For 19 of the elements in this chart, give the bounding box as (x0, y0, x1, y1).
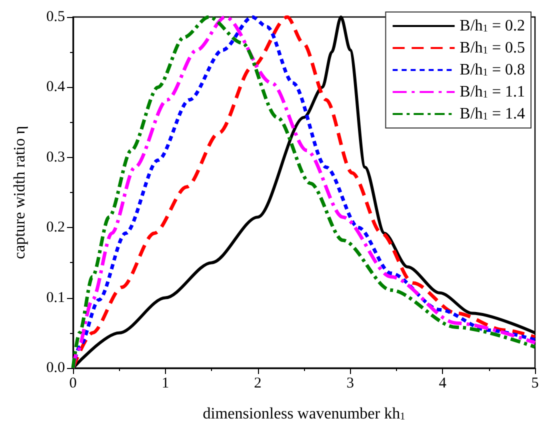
legend-label: B/h1 = 0.5 (460, 40, 526, 56)
y-axis-title: capture width ratio η (12, 126, 28, 260)
legend-label: B/h1 = 0.2 (460, 18, 526, 34)
x-tick-label: 2 (254, 376, 262, 392)
y-tick-label: 0.0 (46, 360, 65, 376)
x-axis-title: dimensionless wavenumber kh1 (202, 406, 406, 422)
y-tick-label: 0.1 (46, 290, 65, 306)
x-tick-label: 3 (346, 376, 354, 392)
legend-label: B/h1 = 0.8 (460, 62, 526, 78)
y-tick-label: 0.5 (46, 9, 65, 25)
x-tick-label: 0 (69, 376, 77, 392)
x-tick-label: 5 (531, 376, 539, 392)
y-tick-label: 0.2 (46, 220, 65, 236)
y-tick-label: 0.3 (46, 149, 65, 166)
legend-label: B/h1 = 1.4 (460, 106, 526, 122)
x-tick-label: 1 (162, 376, 170, 392)
x-tick-label: 4 (438, 376, 447, 392)
legend-label: B/h1 = 1.1 (460, 84, 526, 100)
y-tick-label: 0.4 (46, 79, 66, 96)
